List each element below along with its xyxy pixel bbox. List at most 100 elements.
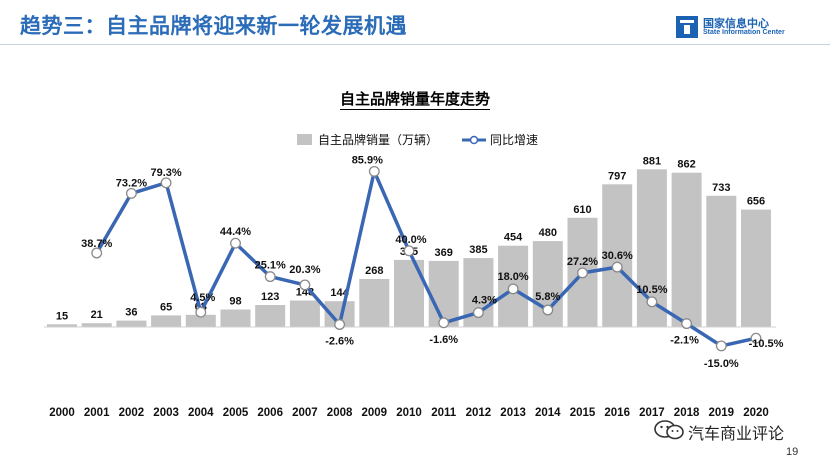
growth-label-2018: -2.1% [670, 335, 699, 347]
x-tick-2013: 2013 [500, 407, 526, 419]
bar-2002 [116, 320, 147, 327]
growth-label-2008: -2.6% [325, 336, 354, 348]
page-number: 19 [786, 446, 799, 458]
bar-label-2016: 797 [608, 170, 626, 182]
growth-marker-2004 [195, 306, 207, 318]
growth-marker-2018 [681, 318, 693, 330]
bar-label-2011: 369 [435, 247, 453, 259]
growth-label-2015: 27.2% [567, 256, 598, 268]
x-tick-2014: 2014 [535, 407, 561, 419]
x-tick-2011: 2011 [431, 407, 457, 419]
growth-marker-2003 [160, 177, 172, 189]
bar-label-2020: 656 [747, 196, 765, 208]
chart-title: 自主品牌销量年度走势 [0, 88, 830, 110]
bar-label-2019: 733 [712, 182, 730, 194]
bar-2005 [220, 309, 251, 327]
growth-label-2005: 44.4% [220, 226, 251, 238]
growth-label-2011: -1.6% [429, 334, 458, 346]
legend-line-marker [469, 135, 479, 145]
growth-marker-2007 [299, 279, 311, 291]
legend: 自主品牌销量（万辆） 同比增速 [297, 133, 538, 147]
bar-2020 [741, 209, 771, 327]
bar-2001 [81, 323, 112, 327]
x-tick-2015: 2015 [570, 407, 596, 419]
growth-label-2016: 30.6% [602, 250, 633, 262]
growth-marker-2014 [542, 304, 554, 316]
growth-marker-2005 [230, 237, 241, 249]
growth-label-2001: 38.7% [81, 238, 112, 250]
title-divider [0, 44, 830, 45]
bar-label-2012: 385 [469, 244, 487, 256]
growth-label-2002: 73.2% [116, 177, 147, 189]
growth-label-2013: 18.0% [497, 271, 528, 283]
growth-marker-2008 [334, 319, 346, 330]
x-tick-2004: 2004 [188, 407, 214, 419]
bar-label-2001: 21 [91, 309, 103, 321]
growth-marker-2009 [368, 165, 380, 177]
growth-marker-2012 [472, 307, 484, 319]
x-tick-2016: 2016 [604, 407, 630, 419]
x-tick-2009: 2009 [362, 407, 388, 419]
chart-title-text: 自主品牌销量年度走势 [339, 90, 490, 110]
bar-label-2014: 480 [539, 227, 557, 239]
x-tick-2007: 2007 [292, 407, 318, 419]
x-tick-2000: 2000 [49, 407, 75, 419]
growth-label-2004: 4.5% [190, 292, 215, 304]
growth-label-2006: 25.1% [255, 260, 286, 272]
growth-marker-2006 [264, 271, 276, 283]
growth-marker-2002 [125, 187, 137, 199]
bar-label-2013: 454 [504, 232, 523, 244]
growth-marker-2016 [611, 261, 623, 273]
x-tick-2017: 2017 [639, 407, 665, 419]
bar-label-2015: 610 [573, 204, 591, 216]
growth-marker-2013 [507, 283, 519, 295]
growth-label-2014: 5.8% [535, 291, 560, 303]
bar-label-2005: 98 [229, 296, 241, 308]
wechat-icon [654, 420, 684, 440]
x-tick-2002: 2002 [119, 407, 145, 419]
legend-bar-swatch [297, 134, 312, 145]
slide-title: 趋势三：自主品牌将迎来新一轮发展机遇 [20, 14, 407, 38]
x-tick-2005: 2005 [223, 407, 249, 419]
x-tick-2020: 2020 [743, 407, 769, 419]
x-tick-2008: 2008 [327, 407, 353, 419]
growth-marker-2017 [646, 296, 658, 308]
bar-2000 [47, 324, 77, 327]
legend-bar-label: 自主品牌销量（万辆） [318, 133, 438, 147]
bar-2011 [428, 260, 459, 327]
x-tick-2006: 2006 [257, 407, 283, 419]
x-tick-2012: 2012 [466, 407, 492, 419]
growth-marker-2001 [91, 247, 103, 259]
growth-label-2020: -10.5% [749, 338, 784, 350]
logo: 国家信息中心 State Information Center [676, 15, 826, 41]
bar-label-2006: 123 [261, 291, 279, 303]
x-tick-2019: 2019 [709, 407, 735, 419]
legend-line-label: 同比增速 [490, 133, 538, 147]
growth-marker-2011 [438, 317, 450, 329]
logo-mark-icon [676, 16, 698, 38]
bar-label-2000: 15 [56, 310, 68, 322]
growth-line [95, 169, 757, 348]
bar-label-2002: 36 [125, 307, 137, 319]
x-tick-2001: 2001 [84, 407, 110, 419]
growth-marker-2010 [403, 245, 415, 257]
bar-label-2003: 65 [160, 301, 172, 313]
bar-2009 [359, 279, 390, 327]
bar-2006 [255, 305, 286, 327]
growth-label-2007: 20.3% [289, 264, 320, 276]
x-tick-2003: 2003 [153, 407, 179, 419]
bar-label-2018: 862 [677, 159, 695, 171]
watermark: 汽车商业评论 [688, 424, 785, 443]
growth-label-2003: 79.3% [150, 167, 181, 179]
x-tick-2010: 2010 [396, 407, 422, 419]
growth-label-2012: 4.3% [472, 295, 497, 307]
bar-label-2009: 268 [365, 265, 383, 277]
x-tick-2018: 2018 [674, 407, 700, 419]
bar-2003 [151, 315, 182, 327]
bar-label-2017: 881 [643, 155, 661, 167]
bar-2004 [185, 314, 216, 327]
bar-2016 [602, 184, 633, 327]
growth-label-2009: 85.9% [352, 154, 383, 166]
growth-marker-2019 [715, 340, 727, 352]
